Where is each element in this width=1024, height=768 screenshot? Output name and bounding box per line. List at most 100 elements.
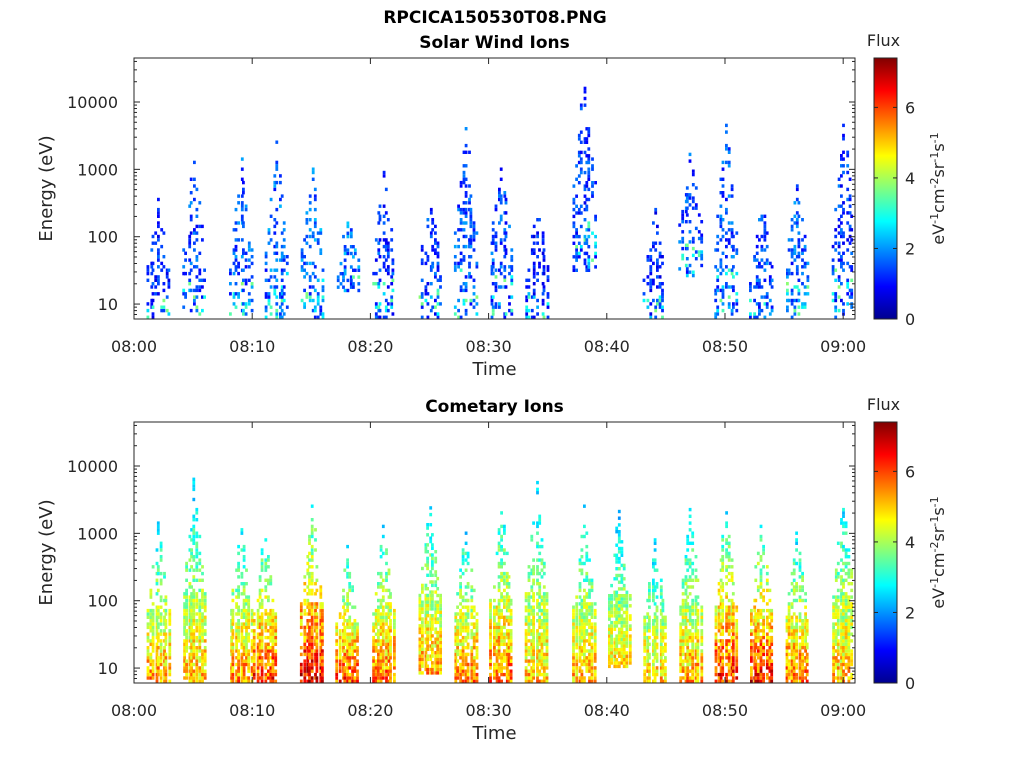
- flux-cell: [146, 265, 150, 269]
- flux-cell: [610, 624, 613, 628]
- flux-cell: [648, 676, 651, 680]
- flux-cell: [725, 282, 728, 286]
- flux-cell: [190, 629, 193, 633]
- flux-cell: [466, 598, 470, 603]
- flux-cell: [530, 538, 534, 542]
- flux-cell: [503, 635, 506, 640]
- flux-cell: [646, 659, 650, 663]
- flux-cell: [160, 268, 164, 272]
- flux-cell: [456, 635, 459, 640]
- flux-cell: [803, 234, 807, 239]
- flux-cell: [426, 218, 430, 222]
- flux-cell: [260, 548, 264, 552]
- flux-cell: [275, 295, 279, 299]
- flux-cell: [308, 261, 312, 266]
- flux-cell: [608, 664, 611, 669]
- flux-cell: [500, 679, 503, 683]
- flux-cell: [387, 602, 391, 606]
- flux-cell: [507, 652, 511, 657]
- flux-cell: [495, 551, 499, 556]
- flux-cell: [837, 224, 841, 229]
- flux-cell: [237, 619, 240, 623]
- flux-cell: [688, 679, 692, 683]
- flux-cell: [240, 635, 244, 640]
- flux-cell: [721, 191, 725, 195]
- flux-cell: [575, 619, 579, 623]
- flux-cell: [149, 592, 153, 596]
- flux-cell: [264, 646, 268, 650]
- flux-cell: [617, 651, 621, 655]
- flux-cell: [424, 667, 428, 672]
- flux-cell: [538, 625, 542, 630]
- flux-cell: [151, 268, 155, 272]
- flux-cell: [505, 666, 509, 670]
- flux-cell: [653, 625, 657, 630]
- flux-cell: [732, 302, 735, 306]
- flux-cell: [151, 622, 155, 626]
- flux-cell: [319, 612, 323, 616]
- flux-cell: [381, 622, 385, 626]
- flux-cell: [625, 594, 629, 598]
- flux-cell: [461, 656, 465, 660]
- flux-cell: [540, 632, 544, 636]
- flux-cell: [575, 656, 579, 660]
- flux-cell: [319, 308, 323, 313]
- flux-cell: [377, 635, 380, 640]
- flux-cell: [583, 187, 587, 192]
- flux-cell: [195, 187, 199, 192]
- flux-cell: [786, 298, 789, 303]
- flux-cell: [279, 174, 282, 178]
- flux-cell: [593, 652, 597, 657]
- flux-cell: [622, 610, 626, 615]
- flux-cell: [381, 632, 385, 636]
- flux-cell: [195, 649, 199, 653]
- flux-cell: [315, 612, 319, 616]
- flux-cell: [530, 672, 534, 677]
- flux-cell: [377, 666, 380, 670]
- flux-cell: [310, 592, 314, 596]
- flux-cell: [681, 582, 685, 586]
- flux-cell: [842, 231, 845, 235]
- flux-cell: [498, 197, 501, 202]
- flux-cell: [319, 639, 323, 643]
- flux-cell: [353, 676, 357, 680]
- flux-cell: [346, 635, 349, 640]
- flux-cell: [469, 207, 473, 212]
- flux-cell: [382, 265, 386, 269]
- flux-cell: [308, 629, 311, 633]
- flux-cell: [661, 305, 664, 309]
- flux-cell: [247, 662, 251, 667]
- flux-cell: [426, 600, 429, 604]
- flux-cell: [585, 666, 589, 670]
- flux-cell: [192, 592, 196, 596]
- flux-cell: [269, 669, 273, 673]
- flux-cell: [615, 567, 619, 571]
- flux-cell: [379, 622, 383, 626]
- flux-cell: [648, 666, 651, 670]
- flux-cell: [503, 315, 507, 319]
- flux-cell: [615, 641, 619, 645]
- flux-cell: [299, 652, 303, 657]
- flux-cell: [237, 271, 240, 276]
- flux-cell: [493, 622, 496, 626]
- flux-cell: [439, 620, 442, 625]
- flux-cell: [431, 607, 434, 611]
- flux-cell: [464, 619, 468, 623]
- flux-cell: [453, 312, 457, 316]
- flux-cell: [457, 207, 460, 212]
- flux-cell: [497, 662, 501, 667]
- flux-cell: [182, 271, 186, 276]
- flux-cell: [500, 672, 503, 677]
- flux-cell: [456, 646, 459, 650]
- flux-cell: [353, 669, 357, 673]
- flux-cell: [313, 238, 317, 242]
- flux-cell: [353, 248, 357, 252]
- flux-cell: [578, 595, 582, 599]
- flux-cell: [661, 615, 665, 619]
- flux-cell: [628, 641, 632, 645]
- flux-cell: [489, 656, 492, 660]
- flux-cell: [575, 672, 579, 677]
- flux-cell: [188, 602, 192, 606]
- flux-cell: [164, 676, 168, 680]
- flux-cell: [335, 639, 339, 643]
